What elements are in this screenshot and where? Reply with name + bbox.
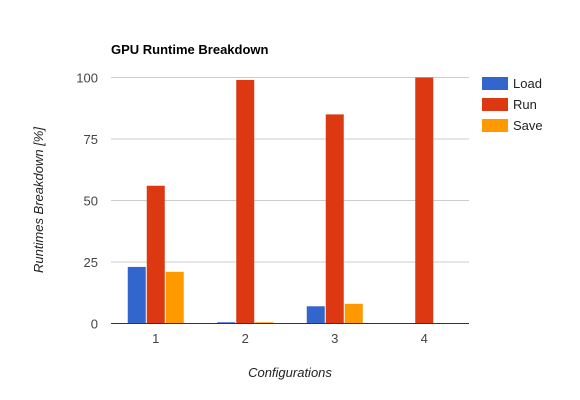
bar-load-2 bbox=[217, 322, 236, 324]
legend-swatch-load bbox=[482, 77, 508, 90]
y-axis-ticks: 0 25 50 75 100 bbox=[76, 71, 98, 332]
bars bbox=[127, 77, 434, 324]
x-axis-label: Configurations bbox=[248, 365, 332, 380]
y-tick-label: 75 bbox=[84, 132, 98, 147]
y-tick-label: 25 bbox=[84, 255, 98, 270]
bar-save-1 bbox=[165, 271, 184, 324]
bar-save-3 bbox=[344, 303, 363, 324]
bar-run-1 bbox=[146, 185, 165, 324]
bar-load-3 bbox=[306, 306, 325, 324]
legend-swatch-save bbox=[482, 119, 508, 132]
x-tick-label: 1 bbox=[152, 331, 159, 346]
legend-label-load: Load bbox=[513, 76, 542, 91]
legend-swatch-run bbox=[482, 98, 508, 111]
chart-title: GPU Runtime Breakdown bbox=[111, 42, 269, 57]
y-tick-label: 50 bbox=[84, 194, 98, 209]
y-tick-label: 100 bbox=[76, 71, 98, 86]
bar-run-4 bbox=[415, 77, 434, 324]
y-tick-label: 0 bbox=[91, 317, 98, 332]
bar-run-2 bbox=[236, 79, 255, 324]
y-axis-label: Runtimes Breakdown [%] bbox=[31, 127, 46, 273]
legend: Load Run Save bbox=[482, 76, 543, 133]
bar-save-2 bbox=[255, 322, 274, 324]
x-tick-label: 2 bbox=[242, 331, 249, 346]
bar-load-1 bbox=[127, 266, 146, 324]
legend-label-run: Run bbox=[513, 97, 537, 112]
x-tick-label: 4 bbox=[421, 331, 428, 346]
bar-run-3 bbox=[325, 114, 344, 324]
gridlines bbox=[111, 77, 469, 263]
x-tick-label: 3 bbox=[331, 331, 338, 346]
legend-label-save: Save bbox=[513, 118, 543, 133]
x-axis-ticks: 1 2 3 4 bbox=[152, 331, 428, 346]
